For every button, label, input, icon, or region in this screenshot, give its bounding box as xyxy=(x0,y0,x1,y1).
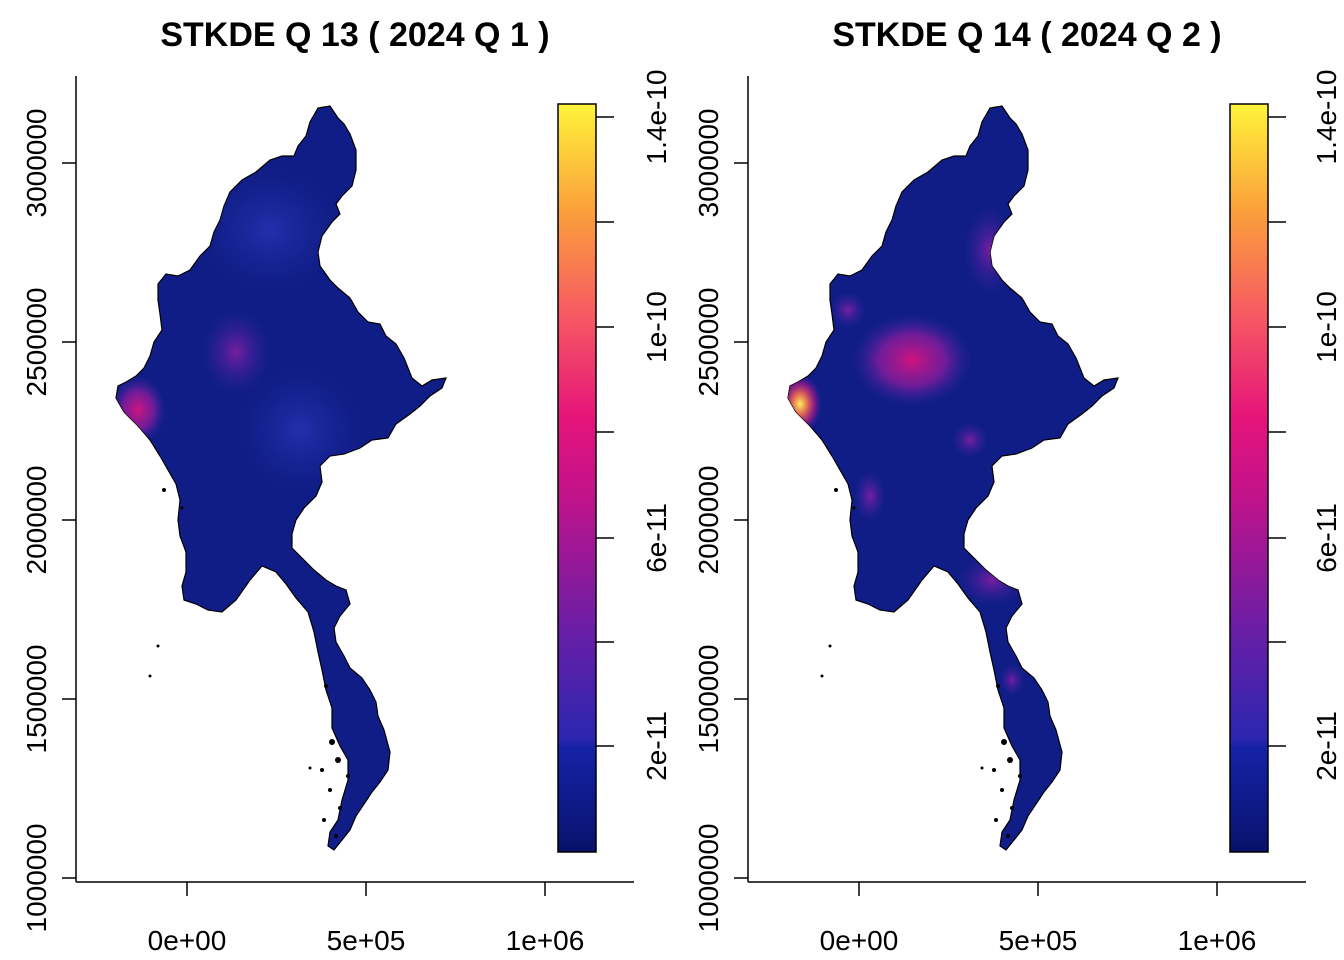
hotspot xyxy=(952,422,988,458)
y-tick-label: 1000000 xyxy=(693,823,724,932)
map-title: STKDE Q 14 ( 2024 Q 2 ) xyxy=(832,16,1222,54)
x-tick-label: 1e+06 xyxy=(1178,925,1257,956)
map-panel-q13: STKDE Q 13 ( 2024 Q 1 ) 1000000 1500000 … xyxy=(21,16,672,956)
x-tick-label: 0e+00 xyxy=(148,925,227,956)
x-tick-label: 1e+06 xyxy=(506,925,585,956)
y-tick-label: 2000000 xyxy=(21,465,52,574)
density-map xyxy=(115,105,447,851)
color-legend: 2e-11 6e-11 1e-10 1.4e-10 xyxy=(557,70,672,853)
y-axis xyxy=(734,162,748,879)
x-axis xyxy=(858,882,1218,896)
density-map xyxy=(787,105,1119,851)
legend-tick-label: 2e-11 xyxy=(1311,711,1342,781)
legend-tick-label: 2e-11 xyxy=(641,711,672,781)
y-tick-label: 3000000 xyxy=(693,108,724,217)
map-title: STKDE Q 13 ( 2024 Q 1 ) xyxy=(160,16,550,54)
y-tick-label: 2500000 xyxy=(693,287,724,396)
y-tick-label: 1500000 xyxy=(693,644,724,753)
hotspot xyxy=(852,314,972,406)
legend-tick-label: 6e-11 xyxy=(1311,503,1342,573)
hotspot xyxy=(116,376,166,444)
hotspot xyxy=(788,374,822,434)
y-tick-label: 2500000 xyxy=(21,287,52,396)
legend-tick-label: 1.4e-10 xyxy=(641,70,672,165)
legend-tick-label: 1e-10 xyxy=(1311,291,1342,363)
legend-tick-label: 1e-10 xyxy=(641,291,672,363)
hotspot xyxy=(958,554,1026,606)
x-tick-label: 0e+00 xyxy=(820,925,899,956)
legend-tick-label: 1.4e-10 xyxy=(1311,70,1342,165)
hotspot xyxy=(830,292,866,328)
hotspot xyxy=(964,206,1016,294)
map-plot: 1000000 1500000 2000000 2500000 3000000 … xyxy=(693,70,1342,956)
y-tick-label: 1500000 xyxy=(21,644,52,753)
y-tick-label: 3000000 xyxy=(21,108,52,217)
hotspot xyxy=(202,310,270,394)
x-tick-label: 5e+05 xyxy=(327,925,406,956)
y-axis xyxy=(62,162,76,879)
map-plot: 1000000 1500000 2000000 2500000 3000000 … xyxy=(21,70,672,956)
x-axis xyxy=(186,882,546,896)
legend-tick-label: 6e-11 xyxy=(641,503,672,573)
x-tick-label: 5e+05 xyxy=(999,925,1078,956)
y-tick-label: 1000000 xyxy=(21,823,52,932)
hotspot xyxy=(1000,664,1024,696)
hotspot xyxy=(854,470,886,522)
color-legend: 2e-11 6e-11 1e-10 1.4e-10 xyxy=(1229,70,1342,853)
y-tick-label: 2000000 xyxy=(693,465,724,574)
map-panel-q14: STKDE Q 14 ( 2024 Q 2 ) 1000000 1500000 … xyxy=(672,0,1344,960)
